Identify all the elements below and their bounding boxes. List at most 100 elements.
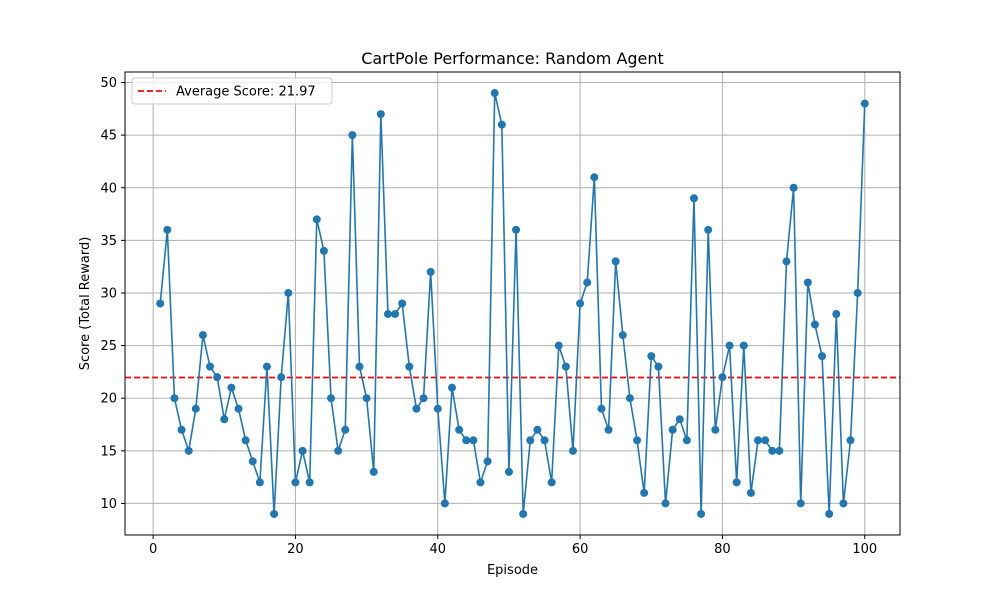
data-point [355,362,364,371]
data-point [526,436,535,445]
chart-title: CartPole Performance: Random Agent [361,49,664,68]
data-point [818,352,827,361]
data-point [262,362,271,371]
data-point [853,288,862,297]
x-tick-label: 100 [852,542,877,557]
data-point [611,257,620,266]
data-point [483,457,492,466]
data-point [476,478,485,487]
data-point [348,131,357,140]
data-point [682,436,691,445]
data-point [405,362,414,371]
y-ticks: 10 15 20 25 30 35 40 45 50 [100,76,125,512]
y-tick-label: 30 [100,286,117,301]
data-point [412,404,421,413]
data-point [746,488,755,497]
data-point [241,436,250,445]
y-tick-label: 10 [100,497,117,512]
data-point [860,99,869,108]
data-point [512,225,521,234]
data-point [732,478,741,487]
data-point [647,352,656,361]
data-point [305,478,314,487]
data-point [163,225,172,234]
data-point [198,331,207,340]
data-point [177,425,186,434]
y-axis-label: Score (Total Reward) [78,237,93,371]
data-point [497,120,506,129]
data-point [704,225,713,234]
data-point [341,425,350,434]
data-point [334,446,343,455]
data-point [689,194,698,203]
data-point [775,446,784,455]
data-point [832,310,841,319]
y-tick-label: 50 [100,76,117,91]
legend-label-average: Average Score: 21.97 [176,85,316,100]
data-point [469,436,478,445]
data-point [839,499,848,508]
y-tick-label: 20 [100,392,117,407]
data-point [668,425,677,434]
legend-box [131,77,333,105]
data-point [796,499,805,508]
series-line [159,92,866,515]
data-point [383,310,392,319]
data-point [711,425,720,434]
data-point [803,278,812,287]
data-point [554,341,563,350]
data-point [768,446,777,455]
data-point [633,436,642,445]
data-point [291,478,300,487]
data-point [590,173,599,182]
data-point [312,215,321,224]
data-point [398,299,407,308]
legend: Average Score: 21.97 [131,77,333,105]
data-point [604,425,613,434]
data-point [597,404,606,413]
data-point [455,425,464,434]
data-point [319,246,328,255]
data-point [540,436,549,445]
y-tick-label: 15 [100,444,117,459]
data-point [725,341,734,350]
data-point [490,89,499,98]
axes-frame [124,71,901,536]
y-tick-label: 45 [100,129,117,144]
data-point [448,383,457,392]
data-point [561,362,570,371]
data-point [327,394,336,403]
data-point [718,373,727,382]
data-point [761,436,770,445]
x-tick-label: 0 [149,542,157,557]
data-point [191,404,200,413]
x-ticks: 0 20 40 60 80 100 [149,535,877,557]
data-point [462,436,471,445]
x-tick-label: 20 [287,542,304,557]
y-tick-label: 25 [100,339,117,354]
data-point [583,278,592,287]
data-point [782,257,791,266]
x-tick-label: 60 [572,542,589,557]
data-point [568,446,577,455]
data-point [213,373,222,382]
data-point [739,341,748,350]
data-point [825,509,834,518]
data-point [846,436,855,445]
data-point [284,288,293,297]
data-point [618,331,627,340]
data-point [184,446,193,455]
data-point [220,415,229,424]
data-point [547,478,556,487]
y-tick-label: 40 [100,181,117,196]
data-point [369,467,378,476]
data-point [362,394,371,403]
data-point [156,299,165,308]
data-point [654,362,663,371]
data-point [277,373,286,382]
data-point [640,488,649,497]
data-point [754,436,763,445]
data-point [504,467,513,476]
data-point [426,267,435,276]
